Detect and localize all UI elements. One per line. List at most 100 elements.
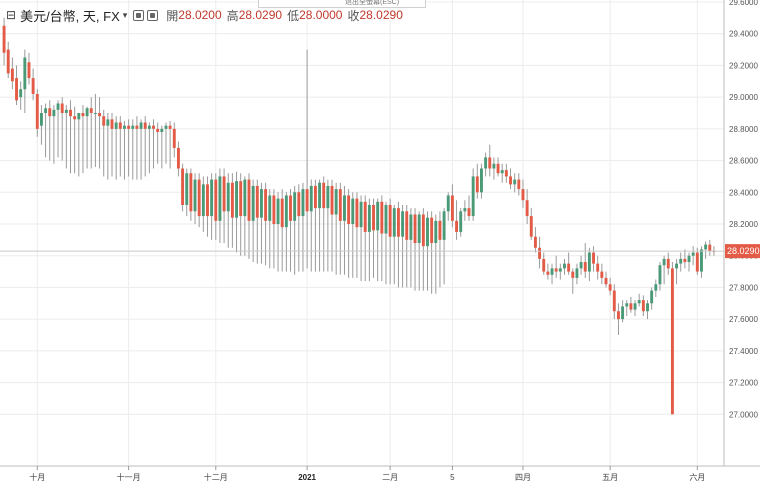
candle-body — [533, 236, 537, 248]
candle — [351, 192, 355, 278]
candle — [480, 163, 483, 199]
y-tick-label: 28.2000 — [729, 220, 758, 229]
candle — [409, 208, 413, 288]
candle — [467, 195, 471, 221]
candle — [596, 255, 600, 280]
candle — [309, 179, 313, 272]
candle — [683, 249, 687, 269]
candle-body — [110, 119, 114, 129]
chevron-down-icon[interactable]: ▾ — [122, 9, 128, 20]
chart-legend: ⊟ 美元/台幣, 天, FX ▾ 開 28.0200 高 28.0290 低 28.0… — [6, 6, 403, 24]
candle — [504, 163, 508, 183]
candle — [538, 236, 542, 269]
candle-body — [123, 125, 126, 129]
candle — [654, 279, 658, 297]
candle-body — [700, 249, 703, 272]
candle — [430, 211, 434, 294]
candle-body — [77, 113, 81, 120]
candle-body — [106, 119, 110, 126]
candle-body — [127, 125, 131, 129]
candle — [484, 152, 488, 177]
candle — [222, 168, 226, 244]
candle — [27, 52, 31, 85]
candle-body — [592, 252, 595, 264]
candle-body — [27, 62, 31, 79]
candle-body — [625, 303, 629, 307]
candle-body — [670, 268, 674, 415]
candle — [235, 171, 238, 253]
candle-body — [434, 220, 438, 244]
candle-body — [85, 108, 89, 117]
candle-body — [351, 198, 355, 224]
hide-icon[interactable] — [133, 9, 145, 21]
candle-body — [48, 108, 52, 117]
candle — [330, 179, 334, 272]
candle — [322, 176, 326, 272]
candle-body — [500, 170, 504, 174]
candle — [567, 252, 571, 275]
candle-body — [363, 201, 367, 232]
candle-body — [243, 179, 247, 217]
candle — [6, 41, 10, 79]
candle-body — [704, 244, 708, 250]
candle-body — [197, 179, 201, 217]
chart-icon[interactable]: ⊟ — [6, 8, 17, 22]
candle-body — [318, 182, 322, 209]
candle-body — [131, 125, 135, 129]
price-axis[interactable]: 29.6000 29.4000 29.2000 29.0000 28.8000 28.60… — [729, 0, 758, 419]
candle — [388, 198, 392, 285]
candle-body — [284, 195, 288, 228]
y-tick-label: 27.4000 — [729, 347, 758, 356]
x-tick-label: 四月 — [515, 473, 531, 482]
candle-body — [280, 198, 284, 228]
candle — [293, 185, 297, 275]
candle — [413, 208, 417, 291]
candle — [147, 122, 151, 174]
candle-body — [579, 262, 583, 269]
x-tick-label: 十二月 — [204, 472, 228, 482]
candle-body — [293, 192, 297, 221]
candle-body — [571, 271, 575, 278]
candle-body — [496, 163, 500, 174]
candle — [89, 97, 93, 169]
candle-body — [679, 258, 683, 264]
candle — [255, 179, 259, 264]
candle — [629, 296, 633, 313]
candle — [492, 157, 496, 180]
candle — [297, 184, 301, 272]
candle-body — [102, 116, 106, 126]
candle — [276, 192, 280, 272]
candle-body — [662, 258, 666, 266]
candle — [396, 201, 400, 288]
candle — [102, 109, 106, 177]
candle — [708, 239, 712, 256]
high-label: 高 — [226, 8, 239, 23]
candle — [127, 119, 131, 177]
candle — [459, 208, 463, 237]
candle-body — [272, 195, 276, 224]
candle-body — [156, 128, 160, 133]
y-tick-label: 28.8000 — [729, 125, 758, 134]
settings-icon[interactable] — [147, 9, 159, 21]
candle — [347, 189, 351, 278]
candle-body — [268, 195, 272, 221]
candle-body — [35, 93, 39, 129]
candle-body — [637, 300, 641, 304]
candle-body — [575, 268, 579, 278]
candle-body — [708, 244, 712, 251]
candle — [172, 122, 176, 158]
candle — [666, 252, 670, 275]
candle — [575, 263, 579, 285]
candle — [579, 255, 583, 275]
candle-body — [695, 252, 699, 272]
candle-body — [550, 268, 554, 275]
candle-body — [558, 268, 562, 272]
candle — [218, 168, 222, 244]
candle — [160, 125, 164, 169]
candle-body — [164, 125, 168, 129]
time-axis[interactable]: 十月十一月十二月2021二月5四月五月六月七月26 — [29, 466, 760, 482]
candle-body — [484, 157, 488, 169]
candle — [197, 173, 201, 228]
symbol-title[interactable]: 美元/台幣, 天, FX — [20, 8, 120, 24]
